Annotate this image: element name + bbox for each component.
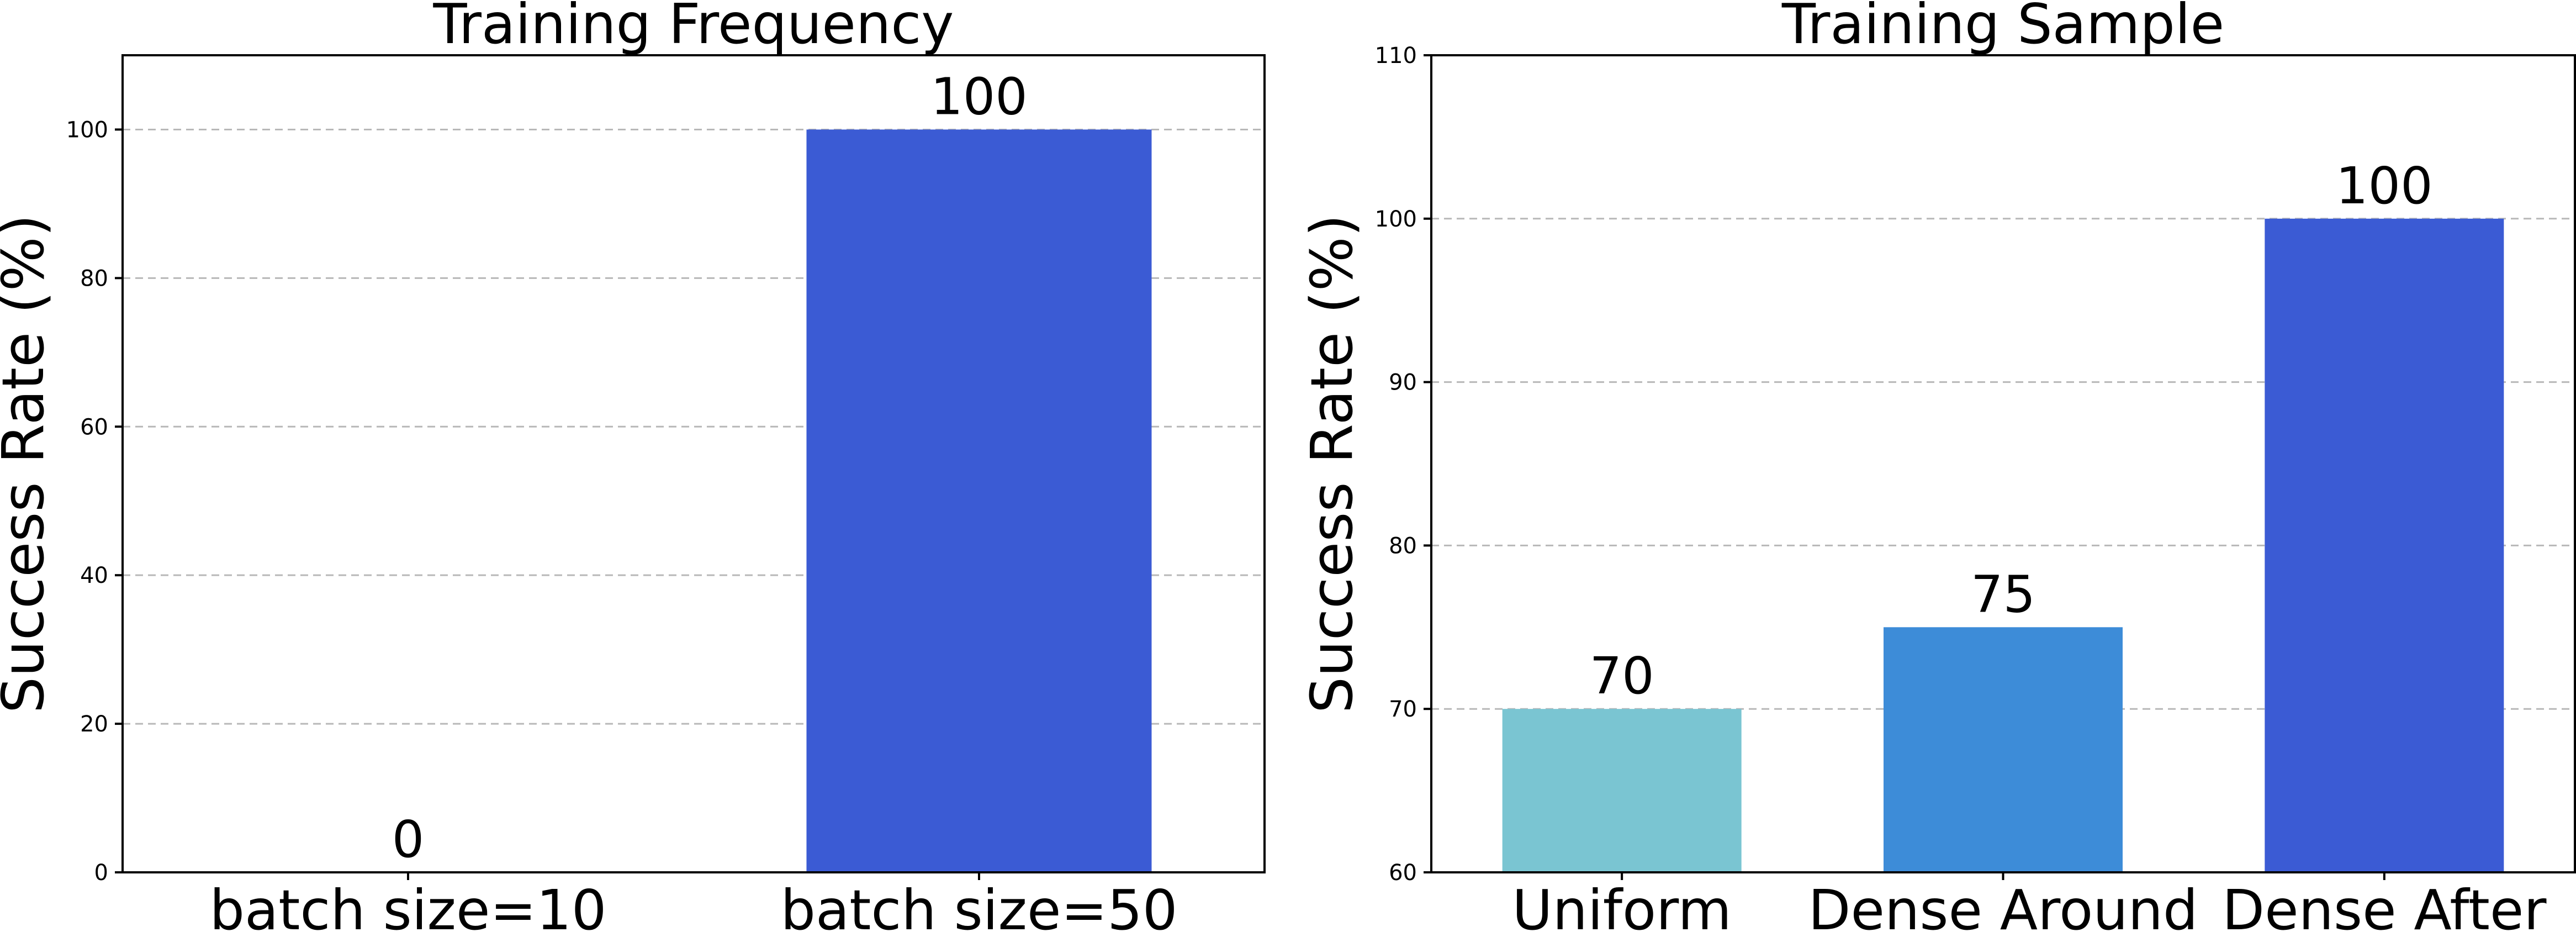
chart-title: Training Frequency	[433, 0, 954, 56]
data-label-batch-size-10: 0	[392, 810, 425, 869]
y-tick-label-60: 60	[80, 414, 108, 440]
y-tick-label-0: 0	[94, 860, 108, 886]
y-tick-label-110: 110	[1375, 43, 1417, 69]
ticks: 0 20 40 60 80 100 batch size=10 batch size=50	[66, 117, 1178, 932]
chart-training-sample: 60 70 80 90 100 110 Uniform Dense Around Dense A…	[1298, 0, 2576, 932]
chart-title: Training Sample	[1781, 0, 2224, 56]
data-label-dense-after: 100	[2336, 156, 2433, 215]
data-label-batch-size-50: 100	[930, 67, 1028, 126]
y-tick-label-100: 100	[1375, 207, 1417, 232]
x-tick-label-dense-around: Dense Around	[1808, 878, 2198, 932]
plot-frame	[121, 54, 1266, 873]
y-tick-label-20: 20	[80, 712, 108, 737]
x-tick-label-dense-after: Dense After	[2222, 878, 2547, 932]
y-tick-label-80: 80	[1389, 533, 1417, 559]
ticks: 60 70 80 90 100 110 Uniform Dense Around Dense A…	[1375, 43, 2547, 932]
y-axis-label: Success Rate (%)	[0, 214, 57, 713]
data-label-dense-around: 75	[1971, 565, 2035, 624]
x-tick-label-batch-size-50: batch size=50	[780, 878, 1177, 932]
y-tick-label-70: 70	[1389, 697, 1417, 722]
bar-uniform	[1502, 709, 1742, 872]
bar-dense-after	[2265, 218, 2504, 872]
data-labels: 70 75 100	[1590, 156, 2433, 705]
x-tick-label-batch-size-10: batch size=10	[209, 878, 606, 932]
chart-training-frequency: 0 20 40 60 80 100 batch size=10 batch size=50 0…	[0, 0, 1266, 932]
data-labels: 0 100	[392, 67, 1028, 869]
y-axis-label: Success Rate (%)	[1298, 214, 1366, 713]
y-tick-label-100: 100	[66, 117, 108, 143]
bars	[1502, 218, 2504, 872]
bar-batch-size-50	[806, 129, 1152, 872]
data-label-uniform: 70	[1590, 646, 1654, 705]
x-tick-label-uniform: Uniform	[1512, 878, 1732, 932]
bar-dense-around	[1884, 627, 2123, 872]
bars	[806, 129, 1152, 872]
y-tick-label-80: 80	[80, 266, 108, 291]
y-tick-label-90: 90	[1389, 370, 1417, 396]
y-tick-label-40: 40	[80, 563, 108, 588]
y-tick-label-60: 60	[1389, 860, 1417, 886]
